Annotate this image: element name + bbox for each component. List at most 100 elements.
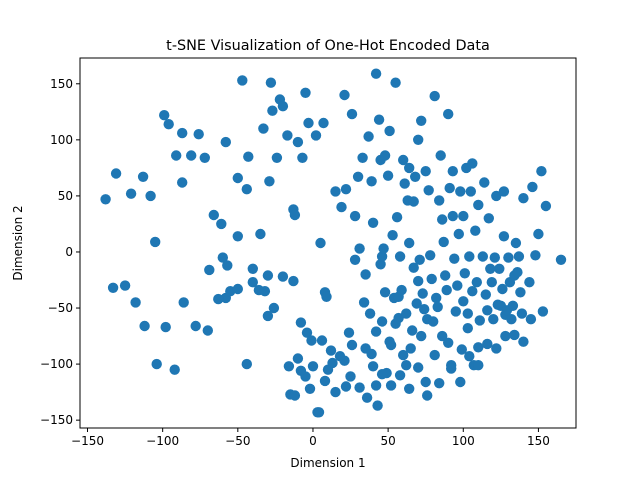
data-point — [319, 375, 331, 387]
data-point — [367, 361, 379, 372]
data-point — [443, 337, 454, 348]
data-point — [159, 110, 170, 121]
data-point — [507, 300, 519, 311]
chart-title: t-SNE Visualization of One-Hot Encoded D… — [166, 38, 490, 54]
data-point — [473, 342, 484, 353]
data-point — [204, 264, 215, 276]
data-point — [458, 210, 469, 222]
data-point — [301, 327, 313, 338]
data-point — [100, 194, 111, 205]
data-point — [334, 351, 346, 362]
data-point — [125, 188, 137, 199]
data-point — [366, 176, 377, 187]
data-point — [376, 369, 388, 380]
data-point — [361, 392, 373, 403]
data-point — [416, 330, 427, 342]
data-point — [465, 186, 476, 197]
data-point — [437, 214, 448, 225]
data-point — [375, 259, 386, 270]
data-point — [536, 166, 547, 177]
data-point — [354, 382, 365, 393]
data-point — [232, 172, 243, 184]
data-point — [467, 286, 478, 297]
data-point — [416, 115, 427, 127]
data-point — [300, 371, 311, 382]
x-tick-label: 0 — [309, 434, 317, 448]
data-point — [310, 130, 322, 141]
data-point — [429, 90, 440, 102]
data-point — [391, 212, 403, 223]
data-point — [376, 251, 388, 262]
data-point — [518, 193, 529, 204]
data-point — [510, 237, 522, 249]
data-point — [107, 282, 119, 293]
data-point — [500, 330, 511, 342]
y-tick-label: 50 — [58, 189, 73, 203]
data-point — [247, 277, 258, 288]
data-point — [452, 280, 463, 291]
data-point — [410, 171, 421, 182]
data-point — [358, 297, 370, 308]
data-point — [262, 270, 274, 281]
data-point — [343, 327, 355, 338]
data-point — [486, 277, 497, 288]
data-point — [428, 316, 439, 327]
data-point — [494, 263, 505, 274]
data-point — [437, 330, 448, 342]
data-point — [462, 323, 473, 334]
data-point — [330, 186, 341, 197]
data-point — [307, 361, 319, 372]
data-point — [360, 269, 371, 280]
x-tick-label: 50 — [380, 434, 395, 448]
y-tick-label: 0 — [65, 245, 73, 259]
data-point — [479, 177, 490, 188]
data-point — [315, 237, 326, 249]
x-tick-label: −50 — [225, 434, 250, 448]
data-point — [137, 171, 149, 182]
data-point — [455, 376, 466, 388]
data-point — [434, 195, 445, 206]
data-point — [199, 152, 210, 163]
data-point — [413, 362, 424, 373]
data-point — [160, 321, 171, 333]
data-point — [295, 317, 307, 328]
data-point — [497, 283, 508, 295]
data-point — [467, 158, 478, 169]
data-point — [363, 131, 374, 142]
data-point — [477, 251, 488, 262]
data-point — [414, 254, 425, 265]
data-point — [471, 277, 482, 288]
data-point — [435, 150, 446, 161]
data-point — [441, 284, 452, 296]
data-point — [241, 184, 252, 195]
x-tick-label: 100 — [452, 434, 475, 448]
data-point — [516, 308, 528, 319]
data-point — [482, 305, 493, 316]
data-point — [394, 251, 406, 262]
data-point — [411, 298, 422, 309]
data-point — [408, 262, 419, 273]
data-point — [255, 228, 266, 240]
data-point — [145, 190, 156, 202]
data-point — [485, 263, 496, 274]
data-point — [405, 343, 416, 354]
data-point — [408, 196, 419, 207]
data-point — [349, 210, 361, 222]
data-point — [277, 101, 289, 112]
plot-frame — [79, 57, 577, 429]
data-point — [440, 270, 451, 281]
data-point — [318, 117, 329, 129]
data-point — [449, 253, 460, 264]
data-point — [385, 380, 397, 391]
data-point — [373, 114, 385, 125]
data-point — [354, 243, 365, 254]
data-point — [470, 225, 481, 236]
data-point — [404, 237, 415, 249]
data-point — [483, 213, 494, 224]
data-point — [370, 326, 382, 337]
data-point — [450, 306, 461, 317]
data-point — [376, 316, 388, 327]
data-point — [340, 184, 352, 195]
data-point — [431, 292, 442, 304]
x-tick-label: −100 — [146, 434, 179, 448]
